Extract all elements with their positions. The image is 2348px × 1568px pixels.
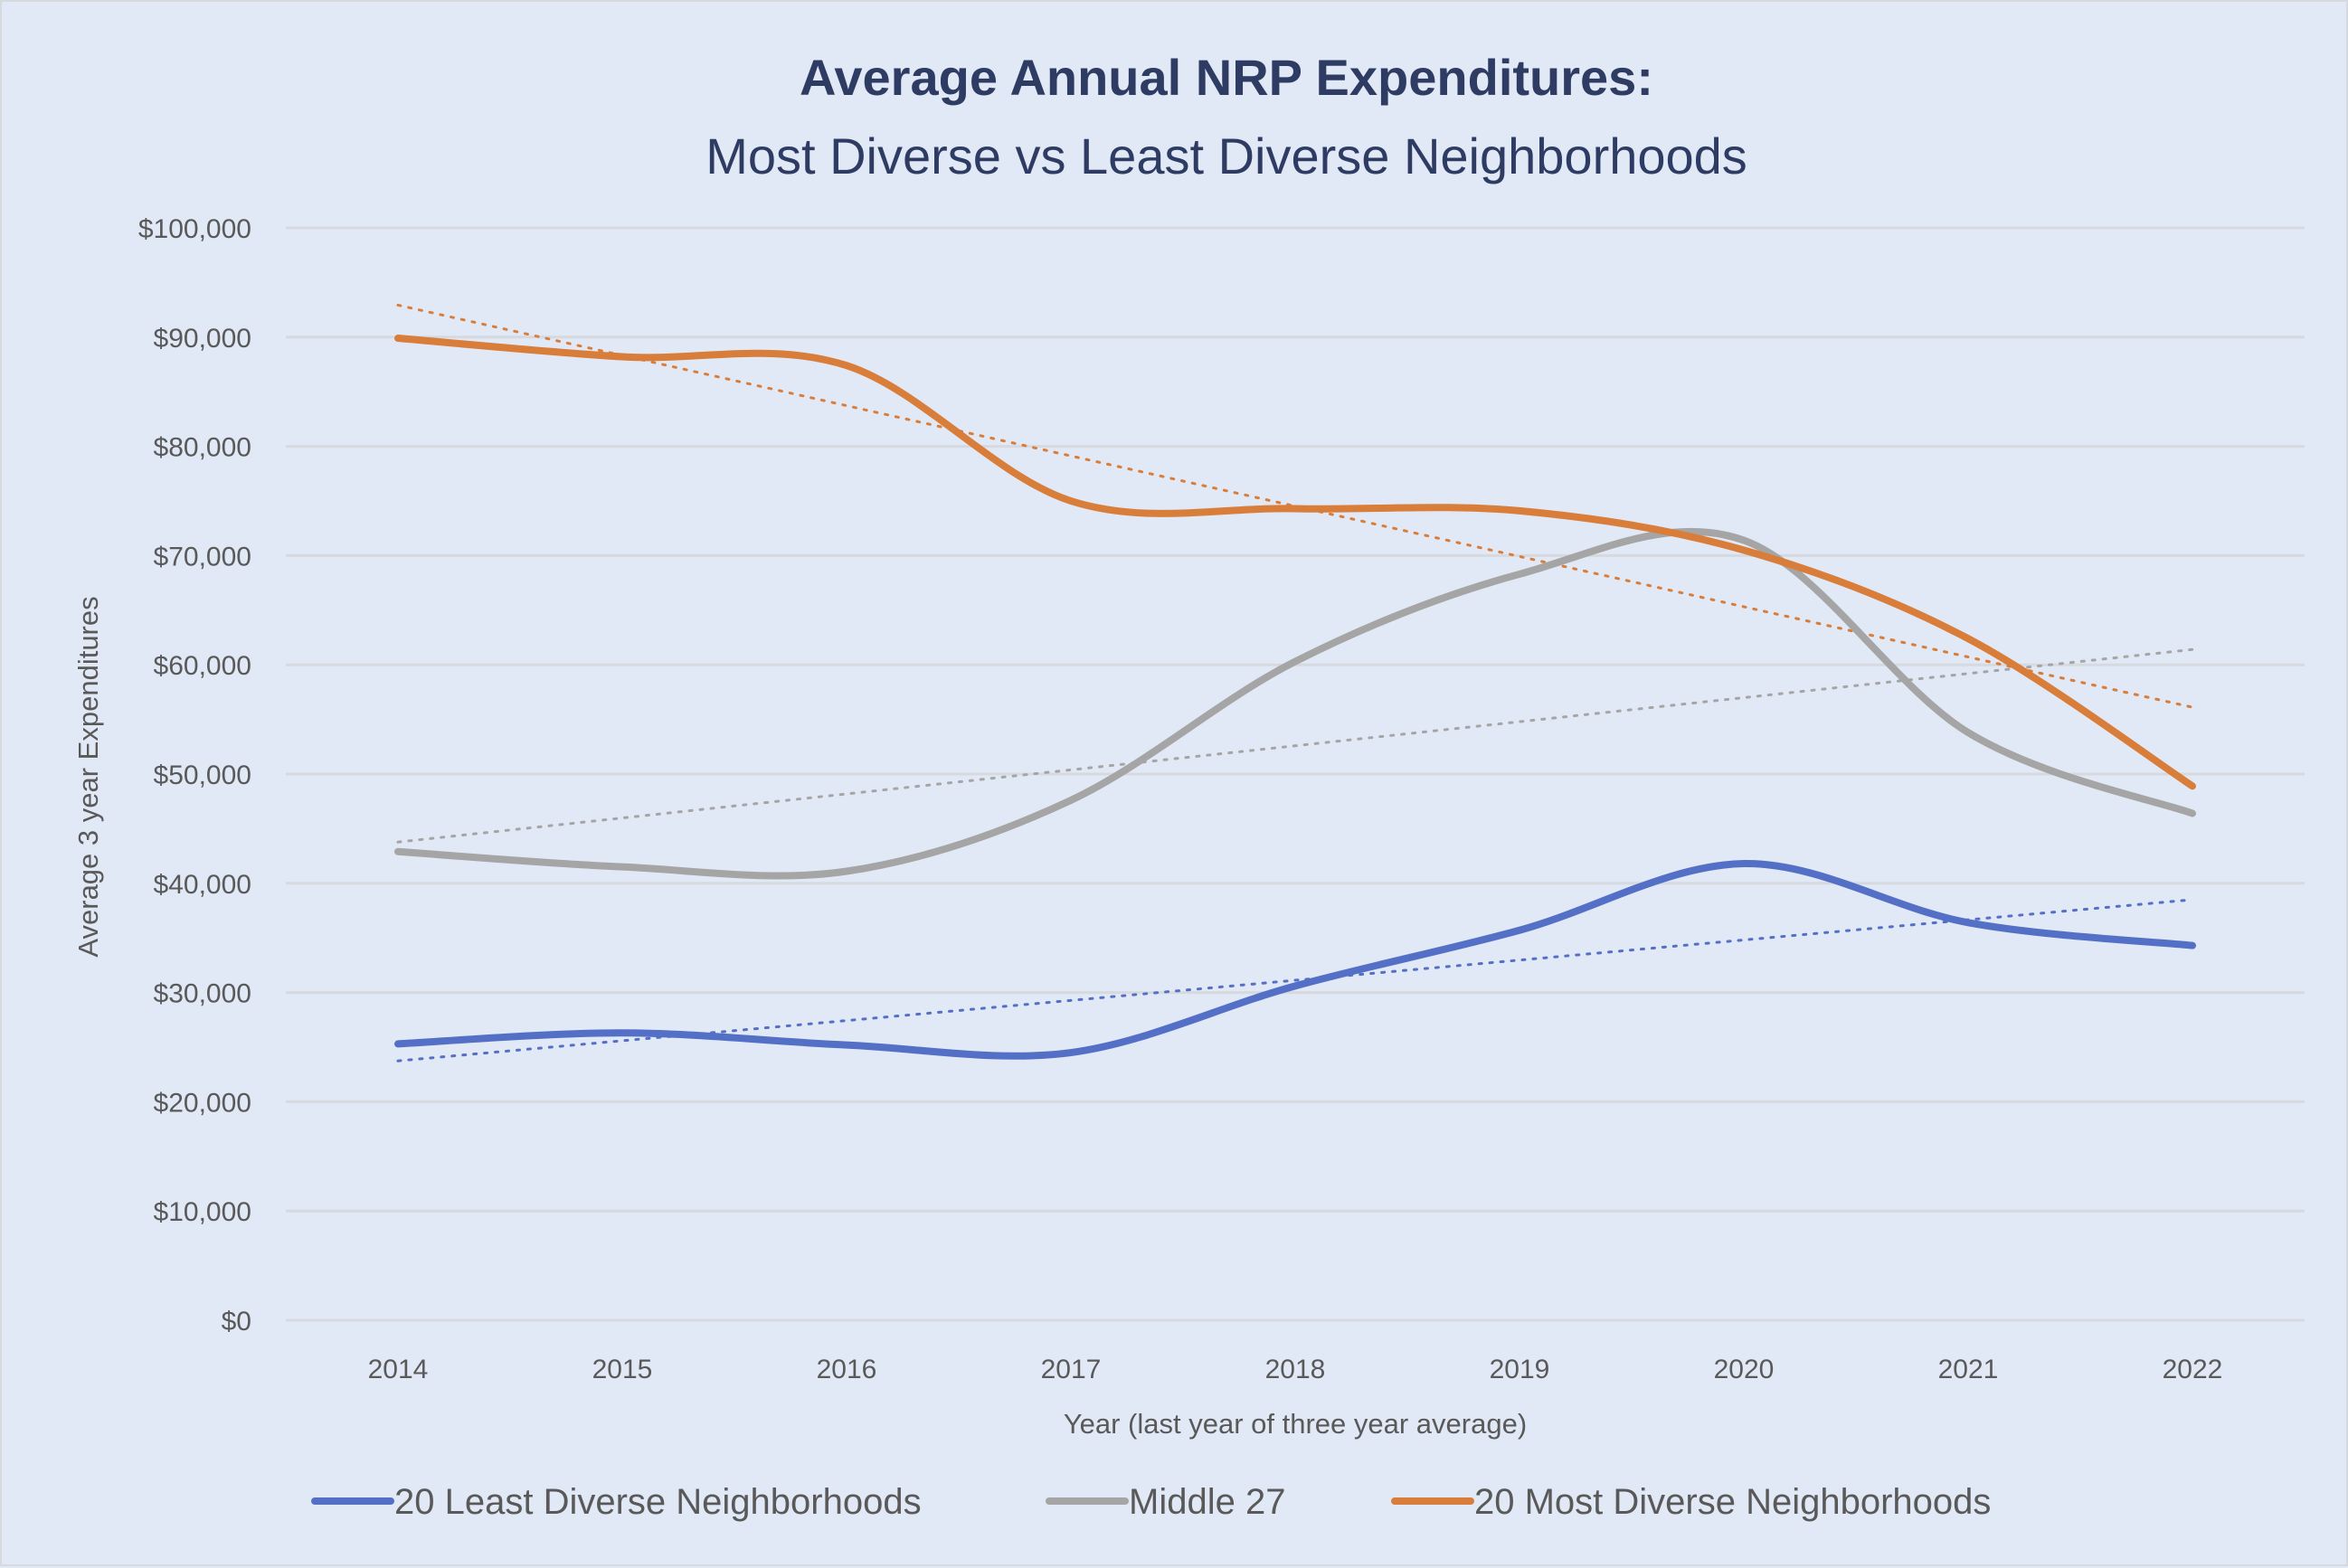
y-tick-label: $20,000: [154, 1088, 251, 1118]
trendlines: [396, 303, 2194, 1063]
series-lines: [394, 335, 2196, 1060]
trendline-20-most-diverse-neighborhoods: [396, 303, 2194, 709]
legend-item: 20 Most Diverse Neighborhoods: [1391, 1482, 1991, 1522]
series-line-20-most-diverse-neighborhoods: [394, 335, 2196, 790]
y-tick-label: $0: [222, 1307, 251, 1337]
legend-item: Middle 27: [1046, 1482, 1285, 1522]
y-tick-label: $10,000: [154, 1197, 251, 1227]
legend-label: 20 Least Diverse Neighborhoods: [394, 1482, 922, 1522]
y-axis-ticks: $0 $10,000 $20,000 $30,000 $40,000 $50,000 $60…: [138, 214, 251, 1337]
y-tick-label: $40,000: [154, 870, 251, 900]
y-tick-label: $60,000: [154, 651, 251, 681]
y-tick-label: $80,000: [154, 433, 251, 463]
series-line-middle-27: [394, 527, 2196, 880]
chart-title: Average Annual NRP Expenditures:: [800, 49, 1653, 106]
x-axis-ticks: 2014 2015 2016 2017 2018 2019 2020 2021 2022: [368, 1355, 2223, 1384]
gridlines: [286, 226, 2305, 1322]
legend-item: 20 Least Diverse Neighborhoods: [311, 1482, 922, 1522]
x-tick-label: 2020: [1714, 1355, 1775, 1384]
y-tick-label: $90,000: [154, 324, 251, 354]
x-tick-label: 2017: [1041, 1355, 1102, 1384]
legend-label: Middle 27: [1129, 1482, 1285, 1522]
y-tick-label: $50,000: [154, 760, 251, 790]
x-axis-title: Year (last year of three year average): [1064, 1408, 1527, 1440]
y-tick-label: $30,000: [154, 979, 251, 1009]
legend: 20 Least Diverse Neighborhoods Middle 27 2…: [311, 1482, 1991, 1522]
series-line-20-least-diverse-neighborhoods: [394, 860, 2196, 1060]
x-tick-label: 2016: [817, 1355, 877, 1384]
y-axis-title: Average 3 year Expenditures: [72, 596, 104, 957]
chart-subtitle: Most Diverse vs Least Diverse Neighborho…: [705, 128, 1747, 184]
x-tick-label: 2018: [1265, 1355, 1326, 1384]
x-tick-label: 2019: [1490, 1355, 1550, 1384]
x-tick-label: 2014: [368, 1355, 429, 1384]
x-tick-label: 2015: [592, 1355, 653, 1384]
y-tick-label: $100,000: [138, 214, 251, 244]
x-tick-label: 2021: [1938, 1355, 1999, 1384]
trendline-middle-27: [396, 647, 2194, 844]
legend-label: 20 Most Diverse Neighborhoods: [1474, 1482, 1991, 1522]
trendline-20-least-diverse-neighborhoods: [396, 898, 2194, 1063]
y-tick-label: $70,000: [154, 542, 251, 571]
x-tick-label: 2022: [2163, 1355, 2223, 1384]
